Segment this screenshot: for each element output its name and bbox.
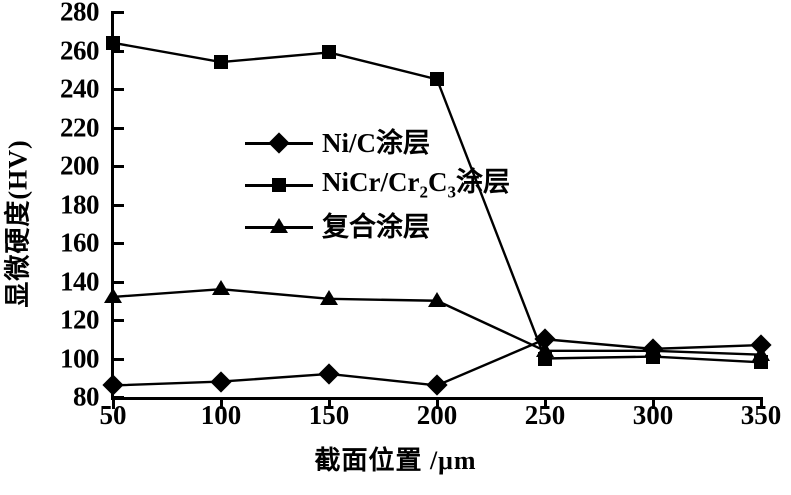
legend-label-0: Ni/C涂层: [322, 127, 430, 158]
y-tick-label: 160: [60, 227, 100, 258]
y-tick: [111, 49, 124, 53]
y-tick: [111, 203, 124, 207]
x-tick-label: 100: [200, 400, 242, 430]
y-tick-label: 120: [60, 304, 100, 335]
y-tick: [111, 126, 124, 130]
data-point-square: [322, 45, 336, 60]
y-axis-title: 显微硬度(HV): [3, 139, 33, 308]
legend-item-0[interactable]: Ni/C涂层: [245, 122, 575, 164]
x-tick-label: 50: [99, 400, 127, 430]
y-tick: [111, 280, 124, 284]
y-axis-tick-labels: 80 100 120 140 160 180 200 220 240 260 280: [0, 0, 105, 410]
x-tick-label: 200: [416, 400, 458, 430]
y-tick: [111, 165, 124, 168]
x-tick: [328, 397, 331, 409]
legend-label-2: 复合涂层: [322, 211, 430, 242]
y-tick: [111, 319, 124, 322]
y-tick: [111, 88, 124, 91]
legend-marker-square-icon: [245, 174, 313, 196]
data-point-square: [106, 35, 120, 50]
y-tick: [111, 11, 124, 14]
data-point-triangle: [752, 345, 770, 361]
y-tick: [111, 396, 124, 399]
y-tick-label: 180: [60, 189, 100, 219]
x-tick: [436, 397, 439, 409]
x-axis-title: 截面位置 /μm: [314, 446, 477, 475]
y-tick-label: 100: [60, 343, 100, 373]
x-tick-label: 150: [308, 400, 350, 430]
x-tick: [544, 397, 547, 409]
y-tick-label: 140: [60, 266, 100, 296]
data-point-triangle: [212, 280, 230, 296]
legend-marker-triangle-icon: [245, 216, 313, 238]
legend-item-2[interactable]: 复合涂层: [245, 206, 575, 248]
x-tick: [760, 397, 763, 409]
y-tick-label: 240: [60, 73, 100, 104]
y-tick-label: 220: [60, 112, 100, 142]
x-tick: [652, 397, 655, 409]
data-point-triangle: [320, 289, 338, 305]
x-tick-label: 300: [632, 400, 674, 430]
x-axis-tick-labels: 50 100 150 200 250 300 350: [100, 400, 782, 436]
y-tick: [111, 357, 124, 361]
legend-item-1[interactable]: NiCr/Cr2C3涂层: [245, 164, 575, 206]
data-point-square: [214, 55, 228, 70]
data-point-triangle: [644, 341, 662, 357]
y-tick: [111, 242, 124, 245]
legend-marker-diamond-icon: [245, 132, 313, 154]
y-tick-label: 260: [60, 35, 100, 65]
y-tick-label: 80: [73, 381, 100, 412]
x-tick: [112, 397, 115, 409]
data-point-square: [430, 72, 444, 87]
x-tick-label: 350: [740, 400, 782, 430]
chart-legend: Ni/C涂层 NiCr/Cr2C3涂层复合涂层: [245, 122, 575, 248]
x-tick: [220, 397, 223, 409]
x-tick-label: 250: [524, 400, 566, 430]
plot-area: Ni/C涂层 NiCr/Cr2C3涂层复合涂层: [102, 11, 772, 409]
legend-label-1: NiCr/Cr2C3涂层: [322, 167, 510, 202]
y-tick-label: 200: [60, 150, 100, 181]
data-point-triangle: [104, 287, 122, 303]
data-point-triangle: [536, 341, 554, 357]
data-point-triangle: [428, 291, 446, 307]
y-tick-label: 280: [60, 0, 100, 27]
